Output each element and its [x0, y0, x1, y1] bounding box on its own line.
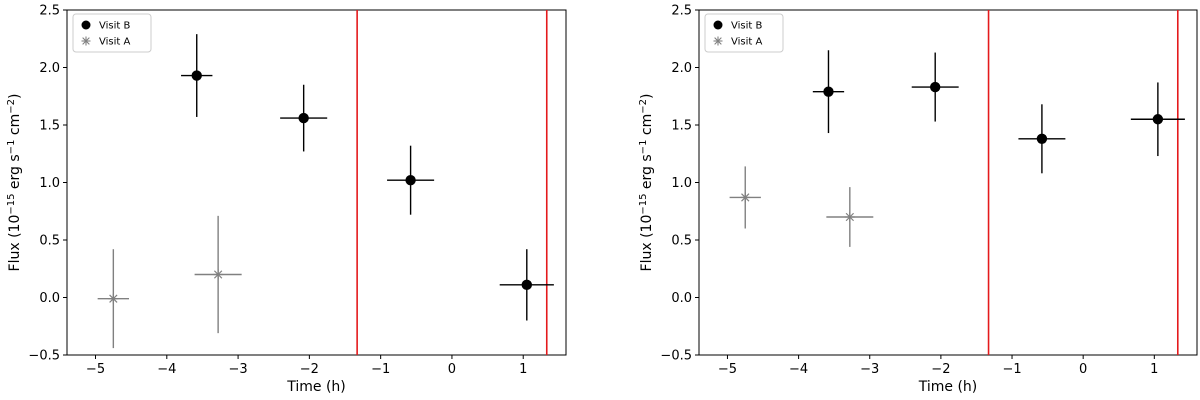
- circle-marker: [823, 86, 834, 97]
- legend-box: [704, 13, 784, 53]
- x-axis-label: Time (h): [918, 379, 978, 395]
- visit-b-point: [1130, 82, 1185, 157]
- y-tick-label: 0.0: [671, 291, 692, 306]
- visit-a-point: [97, 249, 130, 349]
- x-tick-label: −4: [789, 362, 808, 377]
- y-tick-label: 0.5: [671, 234, 692, 249]
- plot-frame: [66, 9, 567, 356]
- star-stroke: [741, 193, 750, 202]
- x-tick-label: −1: [1002, 362, 1021, 377]
- chart-panel-1: −5 −4 −3 −2 −1 0 1 −0.5 0.0 0.5 1.0 1.5 2.0 2.5 Time (…: [6, 4, 567, 395]
- legend-label: Visit A: [99, 37, 130, 48]
- visit-b-point: [911, 52, 959, 122]
- y-tick-label: 0.0: [39, 291, 60, 306]
- legend-star-marker: [713, 36, 723, 46]
- star-stroke: [845, 212, 854, 222]
- star-marker: [740, 192, 751, 203]
- chart-panel-2: −5 −4 −3 −2 −1 0 1 −0.5 0.0 0.5 1.0 1.5 2.0 2.5 Time (…: [638, 4, 1198, 395]
- star-stroke: [109, 294, 118, 303]
- legend: Visit B Visit A: [704, 13, 784, 53]
- x-tick-label: 0: [448, 362, 456, 377]
- circle-marker: [521, 279, 532, 291]
- star-stroke: [714, 37, 722, 45]
- circle-marker: [929, 81, 941, 93]
- x-axis-label: Time (h): [286, 379, 346, 395]
- visit-b-point: [387, 145, 435, 215]
- y-tick-label: 1.0: [671, 176, 692, 191]
- legend-circle-marker: [81, 20, 91, 30]
- x-tick-label: −4: [157, 362, 176, 377]
- y-tick-label: 0.5: [39, 234, 60, 249]
- legend-box: [72, 13, 152, 53]
- y-tick-label: −0.5: [660, 349, 692, 364]
- visit-b-point: [499, 249, 554, 321]
- y-tick-label: 2.0: [671, 61, 692, 76]
- legend-star-marker: [81, 36, 91, 46]
- star-marker: [844, 212, 855, 222]
- visit-a-point: [194, 215, 242, 334]
- circle-marker: [1152, 114, 1164, 125]
- x-tick-label: −2: [300, 362, 319, 377]
- y-tick-label: 1.0: [39, 176, 60, 191]
- legend-label: Visit B: [731, 21, 762, 32]
- legend-label: Visit B: [99, 21, 130, 32]
- x-tick-label: −1: [371, 362, 390, 377]
- legend-label: Visit A: [731, 37, 762, 48]
- visit-b-point: [812, 50, 845, 134]
- visit-a-point: [729, 166, 761, 229]
- star-stroke: [82, 37, 90, 45]
- star-marker: [213, 269, 224, 280]
- x-tick-label: 1: [519, 362, 527, 377]
- star-marker: [108, 293, 119, 304]
- circle-marker: [298, 112, 309, 124]
- y-tick-label: 1.5: [671, 119, 692, 134]
- x-tick-label: −3: [228, 362, 247, 377]
- circle-marker: [191, 70, 202, 81]
- x-tick-label: 0: [1079, 362, 1087, 377]
- y-tick-label: 2.5: [39, 4, 60, 19]
- circle-marker: [405, 175, 416, 186]
- y-tick-label: 2.0: [39, 61, 60, 76]
- visit-a-point: [826, 187, 874, 247]
- visit-b-point: [181, 34, 213, 117]
- legend-circle-marker: [713, 20, 723, 30]
- x-tick-label: −5: [718, 362, 737, 377]
- x-tick-label: −5: [86, 362, 105, 377]
- y-tick-label: 2.5: [671, 4, 692, 19]
- y-axis-label: Flux (10−15 erg s−1 cm−2): [6, 94, 24, 272]
- circle-marker: [1036, 133, 1048, 144]
- visit-b-point: [1018, 104, 1066, 174]
- x-tick-label: 1: [1150, 362, 1158, 377]
- star-stroke: [213, 270, 223, 279]
- y-axis-label: Flux (10−15 erg s−1 cm−2): [638, 94, 656, 272]
- legend: Visit B Visit A: [72, 13, 152, 53]
- y-tick-label: −0.5: [28, 349, 60, 364]
- y-tick-label: 1.5: [39, 119, 60, 134]
- visit-b-point: [280, 84, 328, 152]
- x-tick-label: −2: [931, 362, 950, 377]
- x-tick-label: −3: [860, 362, 879, 377]
- plot-frame: [698, 9, 1198, 356]
